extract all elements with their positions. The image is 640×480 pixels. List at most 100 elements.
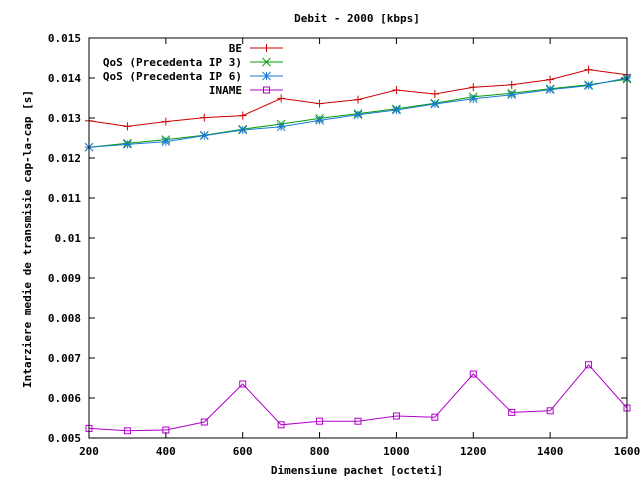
y-tick-label: 0.005	[48, 432, 81, 445]
marker-stroke	[468, 94, 478, 104]
y-tick-label: 0.009	[48, 272, 81, 285]
data-point	[315, 116, 324, 125]
y-axis-label: Intarziere medie de transmisie cap-la-ca…	[21, 90, 34, 388]
data-point	[199, 131, 209, 140]
data-point	[392, 86, 401, 94]
x-axis-label: Dimensiune pachet [octeti]	[271, 464, 443, 477]
marker-square	[469, 370, 477, 378]
marker-square	[316, 417, 324, 425]
marker-stroke	[262, 71, 271, 81]
data-point	[545, 85, 555, 94]
x-tick-label: 200	[79, 445, 99, 458]
data-point	[161, 117, 170, 126]
y-tick-label: 0.006	[48, 392, 81, 405]
marker-stroke	[392, 105, 401, 115]
marker-stroke	[545, 85, 555, 94]
x-tick-label: 1600	[614, 445, 640, 458]
marker-square	[277, 421, 285, 429]
legend-marker	[262, 57, 271, 67]
marker-square	[431, 413, 439, 421]
marker-square	[508, 408, 516, 416]
data-point	[276, 122, 286, 132]
data-point	[123, 427, 131, 435]
chart-title: Debit - 2000 [kbps]	[294, 12, 420, 25]
marker-stroke	[276, 122, 286, 132]
data-point	[353, 110, 363, 120]
y-tick-label: 0.012	[48, 152, 81, 165]
marker-square	[585, 361, 593, 369]
data-point	[431, 413, 439, 421]
marker-square	[546, 407, 554, 415]
marker-stroke	[430, 99, 440, 109]
x-tick-label: 400	[156, 445, 176, 458]
series-line	[88, 364, 628, 432]
marker-stroke	[199, 131, 209, 140]
x-tick-label: 800	[310, 445, 330, 458]
y-tick-label: 0.007	[48, 352, 81, 365]
y-tick-label: 0.011	[48, 192, 81, 205]
data-point	[123, 122, 132, 131]
marker-stroke	[315, 116, 324, 125]
marker-stroke	[353, 110, 363, 120]
marker-square	[200, 418, 208, 426]
marker-stroke	[262, 57, 271, 67]
y-tick-label: 0.01	[55, 232, 82, 245]
legend-label: INAME	[209, 84, 242, 97]
data-point	[123, 140, 132, 149]
data-point	[238, 125, 248, 135]
data-point	[585, 361, 593, 369]
data-point	[161, 137, 171, 146]
data-point	[546, 75, 555, 84]
series-qos-precedenta-ip-6	[84, 73, 632, 152]
data-point	[238, 111, 247, 120]
data-point	[200, 418, 208, 426]
y-tick-label: 0.013	[48, 112, 81, 125]
data-point	[430, 90, 439, 98]
data-point	[239, 380, 247, 388]
x-tick-label: 1200	[460, 445, 487, 458]
marker-stroke	[238, 125, 248, 135]
marker-square	[123, 427, 131, 435]
data-point	[507, 90, 517, 100]
data-point	[469, 83, 478, 92]
marker-stroke	[161, 137, 171, 146]
legend-label: QoS (Precedenta IP 6)	[103, 70, 242, 83]
y-tick-label: 0.015	[48, 32, 81, 45]
x-tick-label: 1000	[383, 445, 410, 458]
data-point	[508, 408, 516, 416]
data-point	[392, 105, 401, 115]
marker-square	[239, 380, 247, 388]
axis-ticks: 200 400 600 800 1000 1200 1400 1600 0.005 0.006 0.…	[48, 32, 640, 458]
data-point	[546, 407, 554, 415]
data-point	[162, 426, 170, 434]
legend-label: QoS (Precedenta IP 3)	[103, 56, 242, 69]
data-point	[354, 417, 362, 425]
plot-frame	[88, 37, 628, 439]
data-point	[430, 99, 440, 109]
legend-marker	[262, 71, 271, 81]
marker-square	[263, 86, 270, 94]
y-tick-label: 0.014	[48, 72, 81, 85]
series-group	[84, 65, 632, 435]
data-point	[316, 417, 324, 425]
legend-marker	[262, 44, 271, 52]
data-point	[507, 80, 516, 89]
data-point	[584, 65, 593, 74]
data-point	[468, 94, 478, 104]
marker-stroke	[584, 81, 593, 90]
marker-stroke	[507, 90, 517, 100]
legend-marker	[263, 86, 270, 94]
legend-label: BE	[229, 42, 242, 55]
y-tick-label: 0.008	[48, 312, 81, 325]
data-point	[354, 95, 362, 104]
x-tick-label: 600	[233, 445, 253, 458]
x-tick-label: 1400	[537, 445, 564, 458]
marker-square	[392, 412, 400, 420]
marker-square	[162, 426, 170, 434]
data-point	[277, 94, 286, 103]
data-point	[584, 81, 593, 90]
data-point	[200, 113, 209, 122]
data-point	[392, 412, 400, 420]
